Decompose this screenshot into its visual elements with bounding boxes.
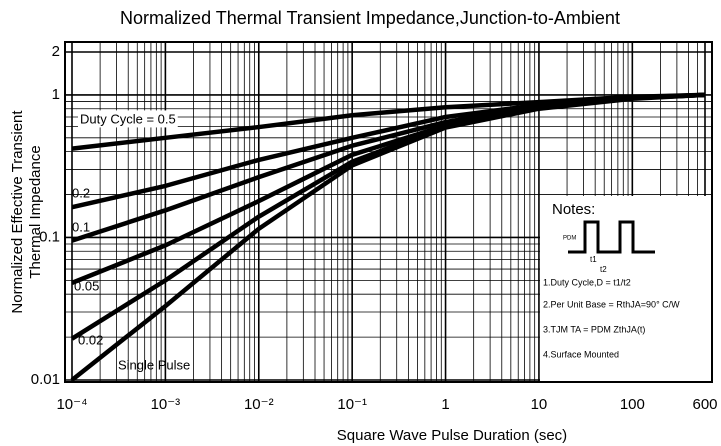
x-tick-label: 10⁻¹ <box>337 396 367 413</box>
series-label: 0.1 <box>72 219 90 234</box>
y-axis-label: Thermal Impedance <box>27 145 44 278</box>
lines <box>70 92 706 382</box>
label-background <box>78 110 178 128</box>
grid <box>65 42 712 382</box>
x-tick-label: 10⁻³ <box>151 396 181 413</box>
x-axis-label: Square Wave Pulse Duration (sec) <box>337 427 567 444</box>
notes-background <box>540 196 712 382</box>
series-label: 0.02 <box>78 332 103 347</box>
note-item: 3.TJM TA = PDM ZthJA(t) <box>543 324 645 334</box>
y-tick-label: 1 <box>52 86 60 103</box>
series-label: Single Pulse <box>118 357 190 372</box>
y-axis-label: Normalized Effective Transient <box>9 110 26 314</box>
note-item: 1.Duty Cycle,D = t1/t2 <box>543 277 631 287</box>
x-tick-label: 100 <box>620 396 645 413</box>
notes-box: Notes: PDM t1 t2 1.Duty Cycle,D = t1/t2 … <box>540 196 712 382</box>
pulse-label: t2 <box>600 265 607 274</box>
pulse-label: t1 <box>590 255 597 264</box>
note-item: 2.Per Unit Base = RthJA=90° C/W <box>543 299 680 309</box>
y-tick-label: 2 <box>52 43 60 60</box>
series-label: 0.05 <box>74 278 99 293</box>
notes-title: Notes: <box>552 201 595 218</box>
x-tick-label: 10 <box>531 396 548 413</box>
pulse-label: PDM <box>563 236 576 242</box>
y-tick-label: 0.01 <box>31 371 60 388</box>
x-tick-label: 10⁻² <box>244 396 274 413</box>
x-tick-label: 1 <box>441 396 449 413</box>
plot-frame <box>64 41 713 383</box>
series-label: 0.2 <box>72 185 90 200</box>
y-tick-label: 0.1 <box>39 228 60 245</box>
x-tick-label: 600 <box>692 396 717 413</box>
series-label: Duty Cycle = 0.5 <box>80 111 176 126</box>
chart-title: Normalized Thermal Transient Impedance,J… <box>120 8 620 28</box>
series-line <box>70 92 706 382</box>
x-tick-label: 10⁻⁴ <box>56 396 87 413</box>
pulse-diagram <box>568 220 655 254</box>
note-item: 4.Surface Mounted <box>543 349 619 359</box>
